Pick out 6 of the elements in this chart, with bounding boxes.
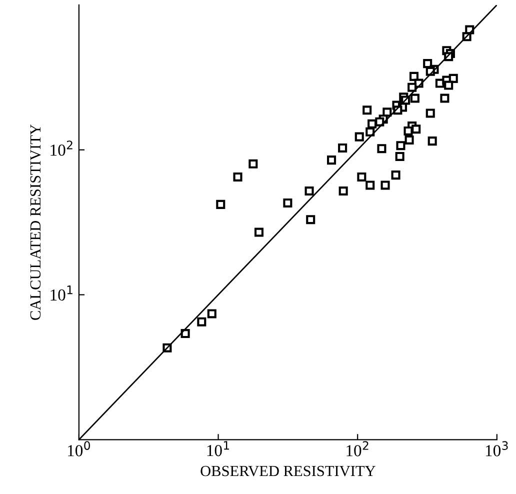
x-axis-title: OBSERVED RESISTIVITY [200, 466, 376, 476]
x-tick-label: 10$^{0}$ [68, 441, 90, 456]
x-tick-label: 10$^{1}$ [207, 441, 230, 456]
x-tick-label: 10$^{3}$ [486, 441, 508, 456]
x-tick-label: 10$^{2}$ [346, 441, 368, 456]
y-axis-title: CALCULATED RESISTIVITY [30, 124, 41, 320]
